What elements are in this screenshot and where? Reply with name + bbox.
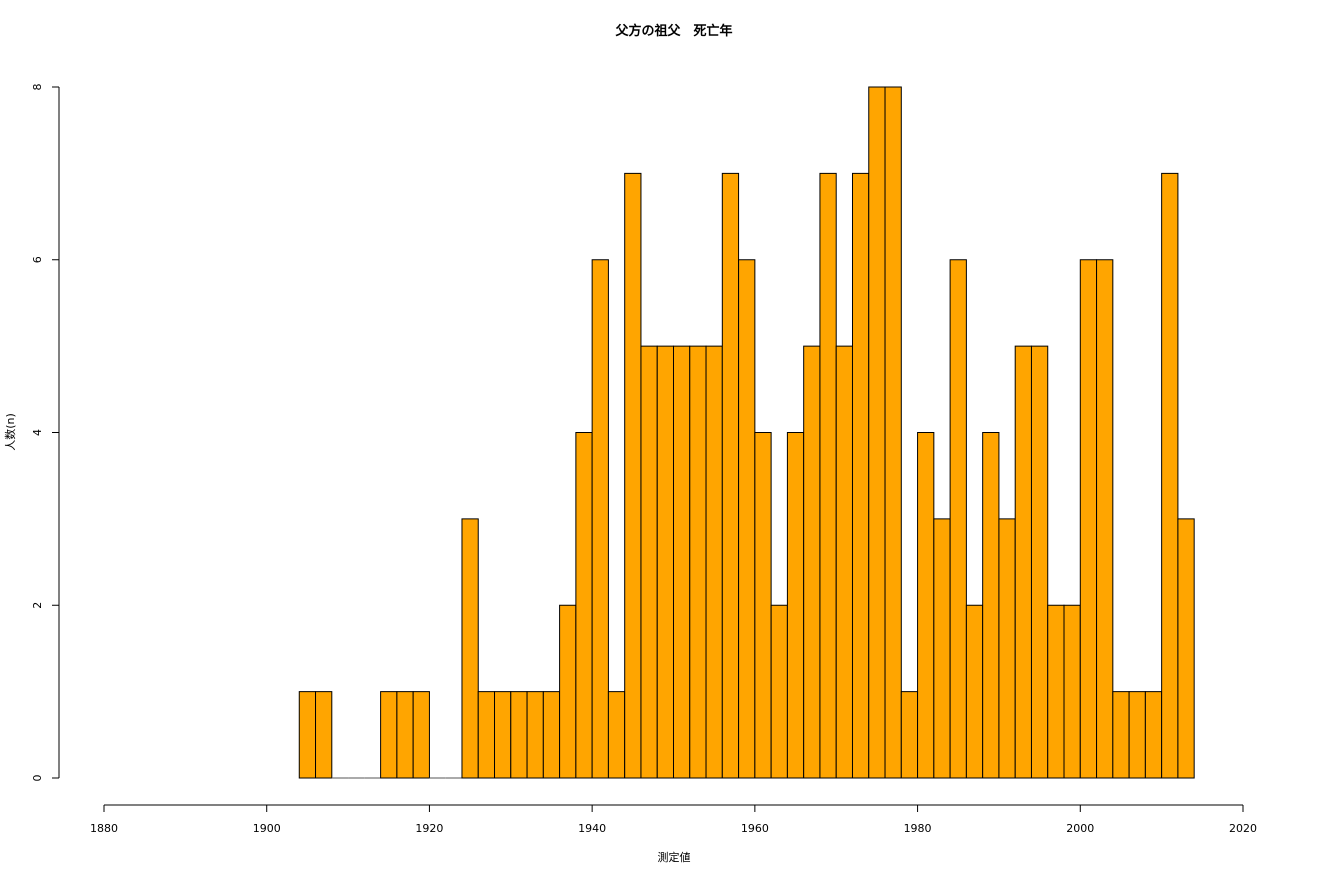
histogram-bar (786, 432, 805, 779)
histogram-bar (1014, 345, 1032, 779)
histogram-bar (1128, 691, 1146, 779)
y-tick-label: 4 (31, 429, 44, 436)
histogram-bar (803, 345, 821, 779)
histogram-bar (933, 518, 951, 779)
histogram-bar (1030, 345, 1049, 779)
y-tick-label: 8 (31, 84, 44, 91)
histogram-bar (738, 259, 756, 779)
y-axis-label: 人数(n) (4, 413, 17, 451)
x-tick-label: 2000 (1066, 822, 1094, 835)
chart-title: 父方の祖父 死亡年 (614, 23, 732, 39)
x-tick-label: 1900 (253, 822, 281, 835)
histogram-bar (900, 691, 919, 779)
histogram-bar (949, 259, 967, 779)
histogram-bar (1144, 691, 1163, 779)
histogram-bar (607, 691, 626, 779)
y-axis: 0 2 4 6 8 (31, 84, 60, 782)
histogram-bar (298, 691, 317, 779)
x-tick-label: 1980 (904, 822, 932, 835)
histogram-bar (526, 691, 544, 779)
histogram-bar (705, 345, 723, 779)
histogram-bar (591, 259, 609, 779)
x-tick-label: 1920 (415, 822, 443, 835)
histogram-bar (835, 345, 853, 779)
bars-group (298, 86, 1195, 779)
histogram-bar (1112, 691, 1130, 779)
histogram-bar (477, 691, 496, 779)
histogram-bar (982, 432, 1000, 779)
histogram-bar (624, 172, 642, 779)
histogram-bar (575, 432, 593, 779)
histogram-bar (754, 432, 772, 779)
x-tick-label: 1880 (90, 822, 118, 835)
histogram-bar (656, 345, 674, 779)
histogram-bar (510, 691, 528, 779)
x-tick-label: 1960 (741, 822, 769, 835)
histogram-bar (868, 86, 886, 779)
histogram-bar (461, 518, 479, 779)
histogram-bar (396, 691, 414, 779)
histogram-bar (1079, 259, 1098, 779)
x-tick-label: 2020 (1229, 822, 1257, 835)
y-tick-label: 2 (31, 602, 44, 609)
histogram-bar (1047, 604, 1065, 779)
histogram-bar (689, 345, 707, 779)
histogram-bar (673, 345, 691, 779)
histogram-bar (819, 172, 837, 779)
histogram-bar (917, 432, 935, 779)
x-axis-label: 測定値 (658, 850, 691, 864)
histogram-bar (1063, 604, 1081, 779)
histogram-bar (412, 691, 430, 779)
x-tick-label: 1940 (578, 822, 606, 835)
histogram-bar (1161, 172, 1179, 779)
histogram-bar (1096, 259, 1114, 779)
histogram-bar (1177, 518, 1195, 779)
histogram-bar (542, 691, 561, 779)
y-tick-label: 6 (31, 256, 44, 263)
histogram-bar (851, 172, 870, 779)
histogram-bar (965, 604, 984, 779)
histogram-bar (380, 691, 398, 779)
histogram-bar (998, 518, 1016, 779)
y-tick-label: 0 (31, 775, 44, 782)
histogram-bar (640, 345, 658, 779)
x-axis: 1880 1900 1920 1940 1960 1980 2000 2020 (90, 804, 1257, 835)
histogram-bar (315, 691, 333, 779)
histogram-bar (721, 172, 740, 779)
histogram-bar (559, 604, 577, 779)
histogram-bar (494, 691, 512, 779)
histogram-bar (770, 604, 788, 779)
histogram-bar (884, 86, 902, 779)
